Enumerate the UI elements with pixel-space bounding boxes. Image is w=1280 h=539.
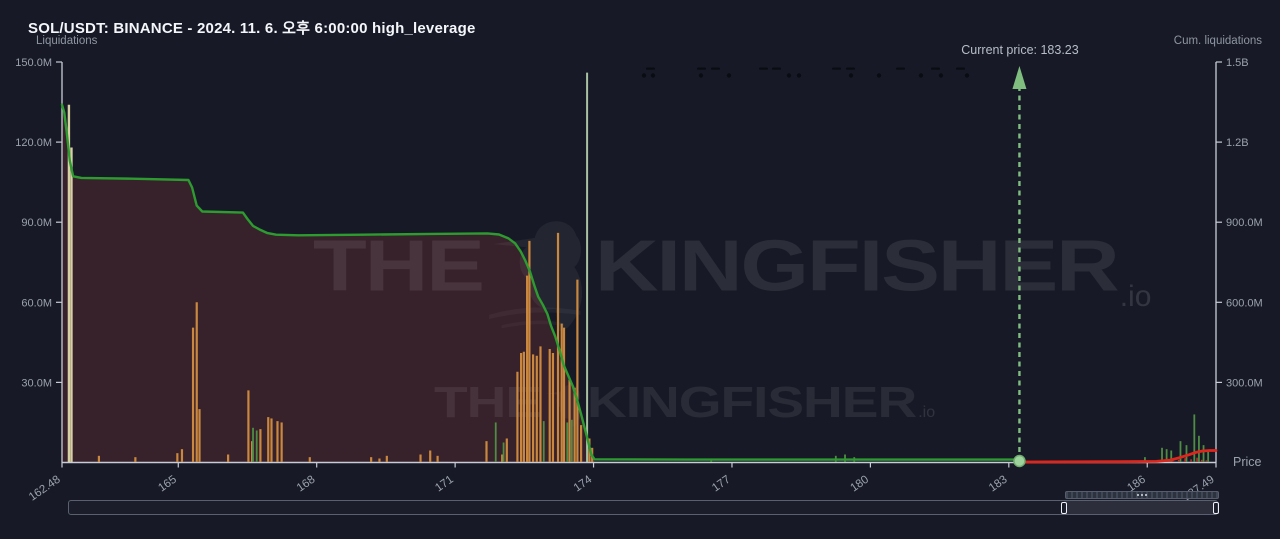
current-price-label: Current price: 183.23 [961,43,1079,57]
svg-text:300.0M: 300.0M [1226,377,1263,389]
svg-text:183: 183 [987,474,1010,495]
svg-text:171: 171 [433,474,456,495]
left-axis-title: Liquidations [36,35,98,47]
svg-text:162.48: 162.48 [27,474,63,504]
svg-text:177: 177 [710,474,733,495]
svg-text:174: 174 [572,473,595,494]
svg-text:1.5B: 1.5B [1226,57,1249,69]
scrollbar-grip-icon[interactable] [1137,494,1147,496]
right-axis-title: Cum. liquidations [1173,35,1262,47]
svg-text:150.0M: 150.0M [15,57,52,69]
navigator-selection[interactable] [1061,501,1219,514]
svg-text:1.2B: 1.2B [1226,137,1249,149]
x-axis-ticks: 162.48 165 168 171 174 177 180 183 186 187.49 [27,462,1217,504]
navigator-handle-right[interactable] [1213,501,1219,514]
navigator-handle-left[interactable] [1061,501,1067,514]
cumulative-long-liquidations [60,103,1021,461]
x-axis-title: Price [1233,455,1262,469]
svg-text:30.0M: 30.0M [21,377,52,389]
right-axis-ticks: 1.5B 1.2B 900.0M 600.0M 300.0M [1216,57,1263,389]
highlight-liquidation-bars [67,104,73,462]
current-price-marker [1012,66,1027,468]
svg-text:168: 168 [295,474,318,495]
svg-text:900.0M: 900.0M [1226,217,1263,229]
left-axis-ticks: 150.0M 120.0M 90.0M 60.0M 30.0M [15,57,62,389]
navigator-track[interactable] [68,500,1219,515]
svg-text:90.0M: 90.0M [21,217,52,229]
faint-dot-artifacts [641,67,970,78]
cumulative-short-liquidations [1018,449,1218,464]
liquidation-area-fill [62,104,595,463]
chart-scrollbar-thumb[interactable] [1065,491,1219,499]
svg-text:165: 165 [156,474,179,495]
long-liquidation-bars [97,232,594,462]
axes [61,62,1217,464]
svg-text:60.0M: 60.0M [21,297,52,309]
svg-text:180: 180 [849,474,872,495]
svg-text:120.0M: 120.0M [15,137,52,149]
short-liquidation-bars [252,414,1210,462]
svg-text:600.0M: 600.0M [1226,297,1263,309]
chart-title: SOL/USDT: BINANCE - 2024. 11. 6. 오후 6:00… [28,20,476,37]
